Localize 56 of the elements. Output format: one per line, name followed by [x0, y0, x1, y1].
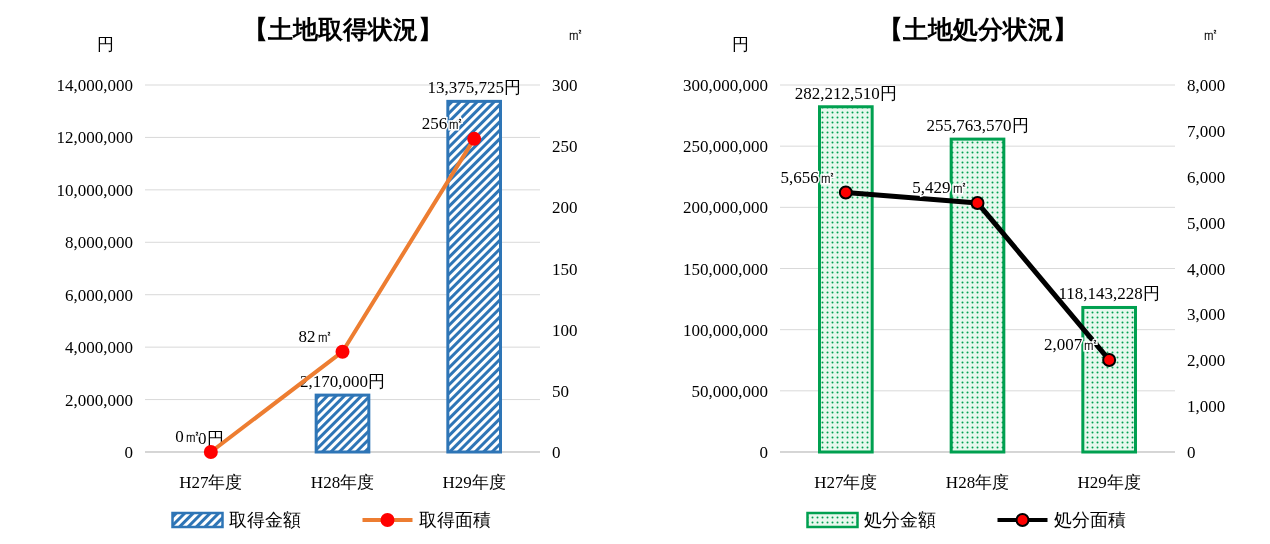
data-label: 118,143,228円 [1058, 284, 1160, 304]
y2-tick-label: 100 [552, 320, 578, 340]
y2-tick-label: 1,000 [1187, 397, 1226, 417]
y2-tick-label: 250 [552, 137, 578, 157]
y-tick-label: 4,000,000 [65, 338, 133, 358]
data-label: 82㎡ [298, 326, 333, 346]
data-label: 2,170,000円 [300, 372, 385, 392]
y-axis-title: 円 [96, 35, 114, 54]
y-tick-label: 6,000,000 [65, 285, 133, 305]
x-tick-label: H28年度 [310, 473, 375, 492]
y2-tick-label: 8,000 [1187, 76, 1226, 95]
chart-title: 【土地取得状況】 [242, 16, 443, 43]
y-tick-label: 14,000,000 [56, 76, 133, 95]
y2-axis-title: ㎡ [1201, 25, 1219, 44]
y-tick-label: 150,000,000 [683, 259, 768, 279]
y2-tick-label: 3,000 [1187, 305, 1226, 325]
y2-tick-label: 0 [552, 443, 561, 462]
y2-axis-title: ㎡ [566, 25, 584, 44]
data-label: 282,212,510円 [794, 83, 897, 103]
legend-label: 処分金額 [863, 510, 936, 530]
y-tick-label: 12,000,000 [56, 128, 133, 148]
x-tick-label: H28年度 [945, 473, 1010, 492]
y-tick-label: 8,000,000 [65, 233, 133, 253]
chart-title: 【土地処分状況】 [877, 16, 1078, 43]
y-tick-label: 2,000,000 [65, 390, 133, 410]
x-tick-label: H27年度 [179, 473, 243, 492]
y-tick-label: 300,000,000 [683, 76, 768, 95]
point [1102, 352, 1117, 367]
y2-tick-label: 2,000 [1187, 351, 1226, 371]
y2-tick-label: 7,000 [1187, 121, 1226, 141]
y2-tick-label: 4,000 [1187, 259, 1226, 279]
data-label: 255,763,570円 [926, 116, 1029, 136]
y2-tick-label: 200 [552, 198, 578, 218]
y-tick-label: 50,000,000 [691, 381, 768, 401]
y-tick-label: 200,000,000 [683, 198, 768, 218]
y2-tick-label: 0 [1187, 443, 1196, 462]
y2-tick-label: 50 [552, 381, 569, 401]
x-tick-label: H29年度 [1077, 473, 1141, 492]
legend-label: 取得金額 [228, 510, 301, 530]
y2-tick-label: 150 [552, 259, 578, 279]
y2-tick-label: 6,000 [1187, 167, 1226, 187]
x-tick-label: H29年度 [442, 473, 506, 492]
y2-tick-label: 5,000 [1187, 213, 1226, 233]
y2-tick-label: 300 [552, 76, 578, 95]
x-tick-label: H27年度 [814, 473, 878, 492]
legend-label: 取得面積 [418, 510, 491, 530]
y-tick-label: 0 [759, 443, 768, 462]
point [838, 185, 853, 200]
point [970, 195, 985, 210]
y-axis-title: 円 [731, 35, 749, 54]
y-tick-label: 0 [124, 443, 133, 462]
y-tick-label: 250,000,000 [683, 137, 768, 157]
legend-label: 処分面積 [1053, 510, 1126, 530]
y-tick-label: 100,000,000 [683, 320, 768, 340]
y-tick-label: 10,000,000 [56, 180, 133, 200]
data-label: 13,375,725円 [427, 78, 521, 98]
